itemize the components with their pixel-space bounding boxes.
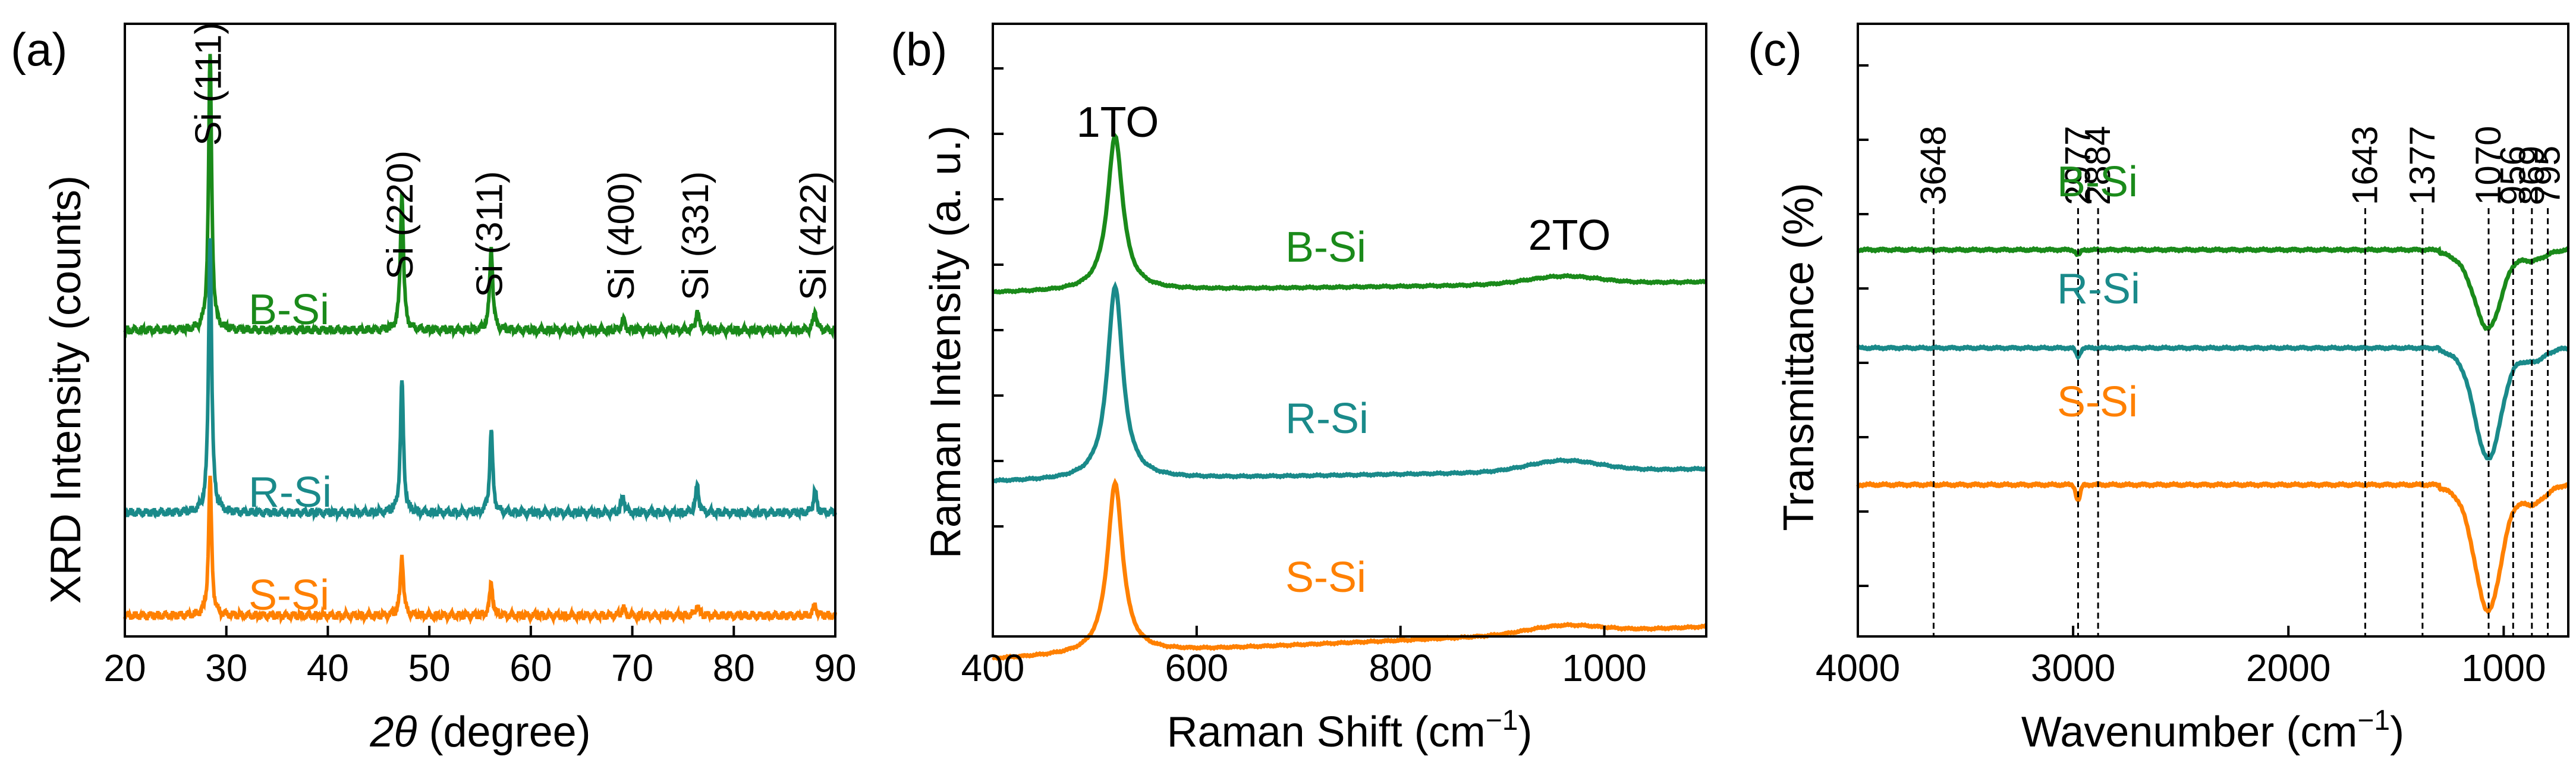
panel-c-reference-label: 1643 — [2345, 126, 2385, 205]
panel-c-x-tick-label: 2000 — [2246, 647, 2330, 689]
panel-a-xlabel-symbol: 2θ — [369, 708, 417, 756]
panel-a-line-r-si — [123, 238, 837, 523]
panel-a-line-b-si — [123, 54, 837, 341]
panel-a-x-tick-label: 70 — [611, 647, 653, 689]
panel-a-x-tick-label: 40 — [307, 647, 349, 689]
panel-c-series-group — [1856, 246, 2570, 615]
panel-a-legend-s-si: S-Si — [249, 572, 329, 619]
panel-b-series-group — [991, 132, 1708, 661]
panel-c-xlabel: Wavenumber (cm−1) — [2021, 705, 2404, 756]
panel-c-line-s-si — [1856, 481, 2569, 615]
panel-c-x-tick-label: 1000 — [2461, 647, 2546, 689]
panel-a-peak-label: Si (220) — [380, 150, 421, 280]
panel-b-xlabel-sup: −1 — [1486, 705, 1518, 736]
panel-a-peak-label: Si (400) — [601, 171, 642, 300]
panel-a-peak-labels: Si (111) Si (220) Si (311) Si (400) Si (331)… — [188, 22, 833, 300]
panel-c-x-tick-label: 4000 — [1816, 647, 1900, 689]
panel-a-x-tick-label: 20 — [103, 647, 146, 689]
panel-a-xlabel-unit: (degree) — [429, 708, 590, 756]
panel-c-legend-s-si: S-Si — [2057, 378, 2138, 426]
panel-a-x-tick-label: 60 — [509, 647, 552, 689]
panel-a-peak-label: Si (311) — [469, 171, 510, 298]
panel-b-x-tick-label: 1000 — [1562, 647, 1646, 689]
panel-c-xlabel-main: Wavenumber (cm — [2021, 708, 2357, 756]
panel-a-x-tick-label: 80 — [713, 647, 755, 689]
panel-a-legend-b-si: B-Si — [249, 286, 329, 334]
panel-a-x-tick-label: 90 — [814, 647, 856, 689]
panel-c-line-r-si — [1856, 344, 2570, 461]
panel-b-legend-r-si: R-Si — [1285, 395, 1369, 443]
panel-c-reference-label: 1070 — [2468, 126, 2508, 205]
panel-b-line-s-si — [991, 478, 1708, 661]
panel-a-peak-label: Si (111) — [188, 22, 229, 146]
panel-c-legend-b-si: B-Si — [2057, 158, 2138, 206]
panel-a-peak-label: Si (331) — [675, 171, 716, 300]
panel-a-xlabel: 2θ (degree) — [369, 708, 590, 756]
panel-a-x-tick-label: 30 — [205, 647, 247, 689]
panel-c-label: (c) — [1748, 23, 1802, 76]
panel-a-peak-label: Si (422) — [793, 171, 834, 300]
panel-b-line-b-si — [992, 132, 1707, 295]
panel-c-reference-label: 2977 — [2058, 126, 2097, 205]
panel-a-label: (a) — [11, 23, 67, 76]
panel-a-ylabel: XRD Intensity (counts) — [42, 175, 90, 604]
panel-b-x-tick-label: 400 — [961, 647, 1025, 689]
panel-b-xlabel-close: ) — [1518, 708, 1532, 756]
panel-c-x-ticks: 4000 3000 2000 1000 — [1816, 64, 2546, 689]
panel-a-series-group — [123, 54, 837, 626]
panel-b-band-2to: 2TO — [1528, 212, 1611, 259]
panel-c-reference-label: 1377 — [2402, 126, 2442, 205]
panel-b-xlabel: Raman Shift (cm−1) — [1167, 705, 1533, 756]
panel-c-reference-label: 2884 — [2078, 126, 2118, 205]
panel-a-line-s-si — [123, 475, 837, 626]
panel-b-legend-s-si: S-Si — [1285, 554, 1366, 601]
panel-b-xlabel-main: Raman Shift (cm — [1167, 708, 1486, 756]
panel-c-x-tick-label: 3000 — [2031, 647, 2115, 689]
panel-c-reference-label: 956 — [2493, 146, 2533, 205]
panel-b-x-ticks: 400 600 800 1000 — [961, 67, 1647, 689]
panel-c-frame — [1857, 23, 2569, 638]
panel-b-x-tick-label: 600 — [1165, 647, 1228, 689]
panel-a-frame — [124, 23, 836, 638]
panel-a-legend-r-si: R-Si — [249, 469, 332, 516]
panel-a-x-ticks: 20 30 40 50 60 70 80 90 — [103, 626, 857, 689]
panel-a-x-tick-label: 50 — [408, 647, 451, 689]
panel-c-ylabel: Transmittance (%) — [1775, 183, 1823, 531]
panel-b-band-1to: 1TO — [1077, 99, 1159, 146]
panel-b-label: (b) — [891, 23, 947, 76]
panel-a: (a) XRD Intensity (counts) Si (111) Si (2… — [11, 22, 857, 756]
panel-b-ylabel: Raman Intensity (a. u.) — [922, 126, 970, 559]
panel-c-legend-r-si: R-Si — [2057, 265, 2140, 313]
panel-c-xlabel-close: ) — [2390, 708, 2404, 756]
panel-c-line-b-si — [1856, 246, 2570, 331]
panel-b-legend-b-si: B-Si — [1285, 224, 1366, 271]
panel-c-reference-label: 869 — [2512, 146, 2552, 205]
panel-c-xlabel-sup: −1 — [2357, 705, 2390, 736]
panel-c-reference-label: 795 — [2528, 146, 2568, 205]
panel-b-line-r-si — [991, 281, 1707, 484]
panel-b-x-tick-label: 800 — [1369, 647, 1432, 689]
panel-c-reference-label: 3648 — [1913, 126, 1953, 205]
panel-b: (b) Raman Intensity (a. u.) 1TO 2TO B-Si… — [891, 23, 1708, 756]
